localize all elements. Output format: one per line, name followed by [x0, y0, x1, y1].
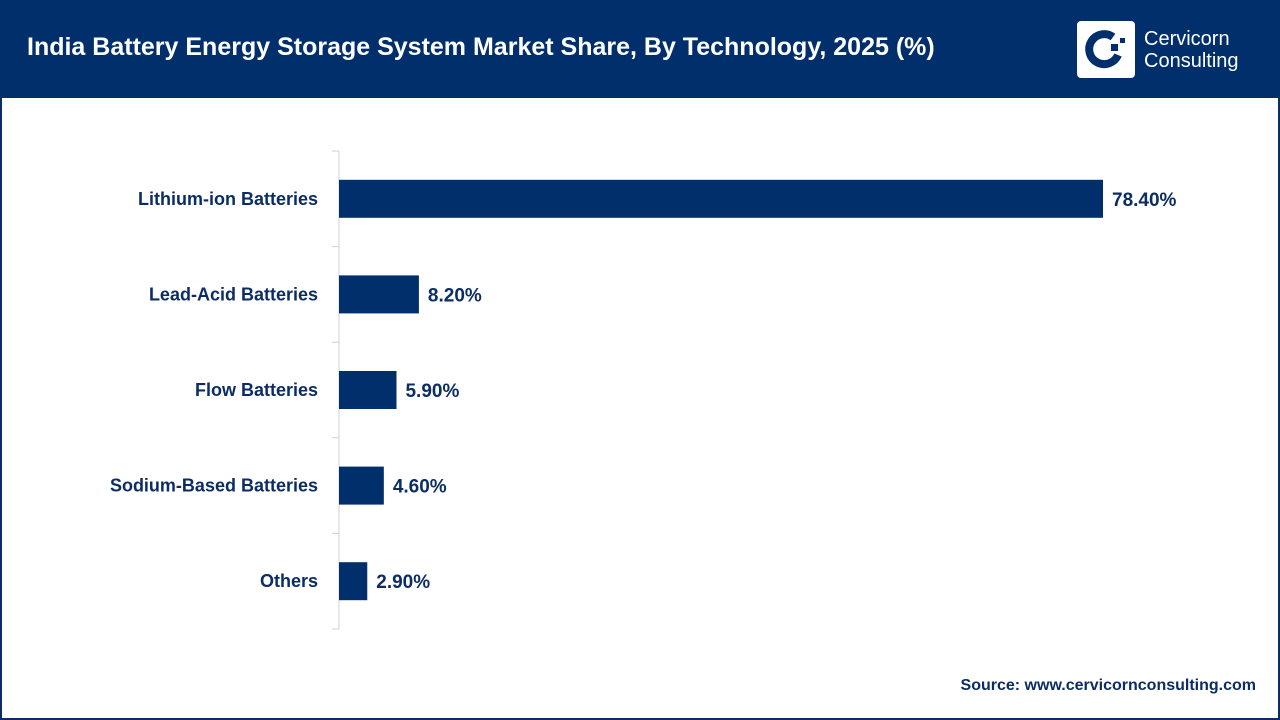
cervicorn-logo: Cervicorn Consulting: [1077, 21, 1239, 78]
logo-text-line1: Cervicorn: [1144, 27, 1230, 50]
bar-1: [339, 275, 419, 314]
category-label: Lead-Acid Batteries: [149, 284, 318, 304]
data-label: 4.60%: [393, 477, 447, 498]
category-label: Sodium-Based Batteries: [110, 476, 318, 496]
bar-0: [339, 179, 1103, 218]
header-banner: India Battery Energy Storage System Mark…: [0, 0, 1280, 98]
bar-3: [339, 466, 384, 505]
data-label: 78.40%: [1112, 190, 1177, 211]
category-label: Others: [260, 571, 318, 591]
category-label: Lithium-ion Batteries: [138, 189, 318, 209]
chart-title: India Battery Energy Storage System Mark…: [27, 33, 935, 61]
logo-text-line2: Consulting: [1144, 49, 1239, 72]
bar-4: [339, 562, 368, 601]
bar-2: [339, 371, 397, 409]
category-label: Flow Batteries: [195, 380, 318, 400]
logo-icon: [1077, 21, 1135, 78]
source-text: Source: www.cervicornconsulting.com: [960, 677, 1256, 694]
data-label: 8.20%: [428, 285, 482, 306]
data-label: 2.90%: [376, 572, 430, 593]
data-label: 5.90%: [405, 381, 459, 402]
